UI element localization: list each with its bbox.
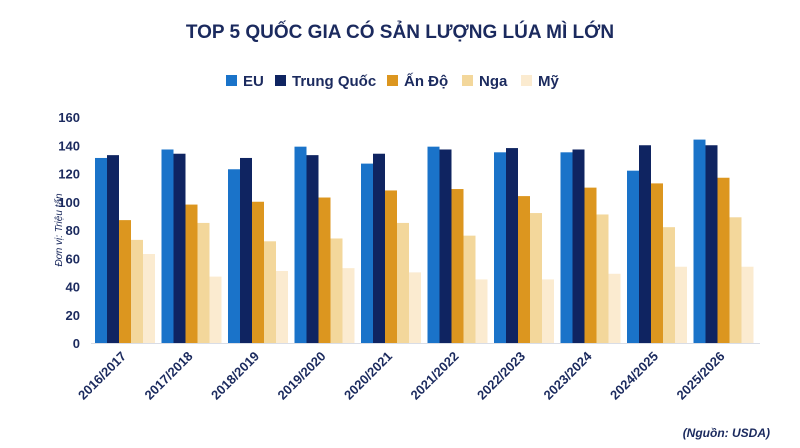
bar-trung-quốc-2022-2023	[506, 148, 518, 343]
y-tick-label: 0	[73, 336, 80, 351]
bar-nga-2022-2023	[530, 213, 542, 343]
bar-ấn-độ-2017-2018	[185, 204, 198, 343]
y-tick-label: 80	[66, 223, 80, 238]
bar-mỹ-2021-2022	[475, 279, 488, 343]
bar-nga-2019-2020	[330, 238, 343, 343]
x-tick-label: 2025/2026	[674, 349, 728, 403]
bar-ấn-độ-2018-2019	[252, 201, 264, 343]
y-tick-label: 100	[58, 195, 80, 210]
y-axis-label: Đơn vị: Triệu tấn	[53, 193, 65, 267]
bar-ấn-độ-2022-2023	[518, 196, 530, 343]
y-tick-label: 140	[58, 138, 80, 153]
bar-eu-2024-2025	[627, 170, 639, 343]
legend-swatch	[275, 75, 286, 86]
bar-eu-2016-2017	[95, 157, 107, 343]
bar-eu-2020-2021	[361, 163, 373, 343]
x-axis: 2016/2017 2017/2018 2018/2019 2019/2020 2020…	[75, 343, 760, 403]
y-tick-label: 40	[66, 280, 80, 295]
bar-nga-2024-2025	[663, 227, 675, 343]
bar-ấn-độ-2020-2021	[385, 190, 397, 343]
legend-swatch	[462, 75, 473, 86]
bar-eu-2018-2019	[228, 169, 240, 343]
bar-trung-quốc-2020-2021	[373, 153, 385, 343]
bar-nga-2016-2017	[131, 239, 143, 343]
bar-nga-2018-2019	[264, 241, 276, 343]
bar-mỹ-2024-2025	[675, 266, 687, 343]
legend-label: Ấn Độ	[404, 73, 448, 90]
chart-title: TOP 5 QUỐC GIA CÓ SẢN LƯỢNG LÚA MÌ LỚN	[186, 21, 614, 43]
bar-ấn-độ-2019-2020	[318, 197, 331, 343]
x-tick-label: 2023/2024	[541, 348, 596, 403]
bar-mỹ-2016-2017	[143, 254, 155, 343]
bar-mỹ-2025-2026	[741, 266, 754, 343]
bar-eu-2021-2022	[427, 146, 440, 343]
bar-eu-2022-2023	[494, 152, 506, 343]
y-axis: 0 20 40 60 80 100 120 140 160	[58, 110, 80, 351]
bar-trung-quốc-2016-2017	[107, 155, 119, 343]
bar-mỹ-2018-2019	[276, 270, 288, 343]
bar-trung-quốc-2025-2026	[705, 145, 718, 343]
bar-nga-2017-2018	[197, 222, 210, 343]
bar-eu-2017-2018	[161, 149, 174, 343]
x-tick-label: 2016/2017	[75, 349, 129, 403]
legend-label: Nga	[479, 73, 508, 90]
legend-label: Mỹ	[538, 73, 559, 90]
bar-trung-quốc-2021-2022	[439, 149, 452, 343]
x-tick-label: 2018/2019	[208, 349, 262, 403]
bars	[95, 139, 754, 343]
x-tick-label: 2022/2023	[474, 349, 528, 403]
bar-nga-2021-2022	[463, 235, 476, 343]
bar-ấn-độ-2024-2025	[651, 183, 663, 343]
legend: EU Trung Quốc Ấn Độ Nga Mỹ	[226, 73, 559, 90]
y-tick-label: 160	[58, 110, 80, 125]
bar-trung-quốc-2017-2018	[173, 153, 186, 343]
y-tick-label: 20	[66, 308, 80, 323]
bar-trung-quốc-2018-2019	[240, 157, 252, 343]
bar-trung-quốc-2019-2020	[306, 155, 319, 343]
x-tick-label: 2021/2022	[408, 349, 462, 403]
x-tick-label: 2017/2018	[142, 349, 196, 403]
bar-mỹ-2022-2023	[542, 279, 554, 343]
source-note: (Nguồn: USDA)	[683, 426, 770, 440]
bar-mỹ-2019-2020	[342, 268, 355, 343]
bar-mỹ-2020-2021	[409, 272, 421, 343]
legend-swatch	[226, 75, 237, 86]
bar-eu-2019-2020	[294, 146, 307, 343]
y-tick-label: 120	[58, 167, 80, 182]
x-tick-label: 2024/2025	[607, 349, 661, 403]
x-tick-label: 2019/2020	[275, 349, 329, 403]
bar-nga-2020-2021	[397, 222, 409, 343]
bar-trung-quốc-2023-2024	[572, 149, 585, 343]
bar-ấn-độ-2021-2022	[451, 189, 464, 343]
bar-eu-2023-2024	[560, 152, 573, 343]
bar-mỹ-2017-2018	[209, 276, 222, 343]
bar-trung-quốc-2024-2025	[639, 145, 651, 343]
legend-label: EU	[243, 73, 264, 90]
bar-ấn-độ-2025-2026	[717, 177, 730, 343]
x-tick-label: 2020/2021	[341, 349, 395, 403]
bar-ấn-độ-2016-2017	[119, 220, 131, 343]
bar-ấn-độ-2023-2024	[584, 187, 597, 343]
legend-swatch	[521, 75, 532, 86]
bar-eu-2025-2026	[693, 139, 706, 343]
legend-swatch	[387, 75, 398, 86]
legend-label: Trung Quốc	[292, 73, 376, 90]
y-tick-label: 60	[66, 251, 80, 266]
bar-nga-2023-2024	[596, 214, 609, 343]
bar-nga-2025-2026	[729, 217, 742, 343]
bar-mỹ-2023-2024	[608, 273, 621, 343]
